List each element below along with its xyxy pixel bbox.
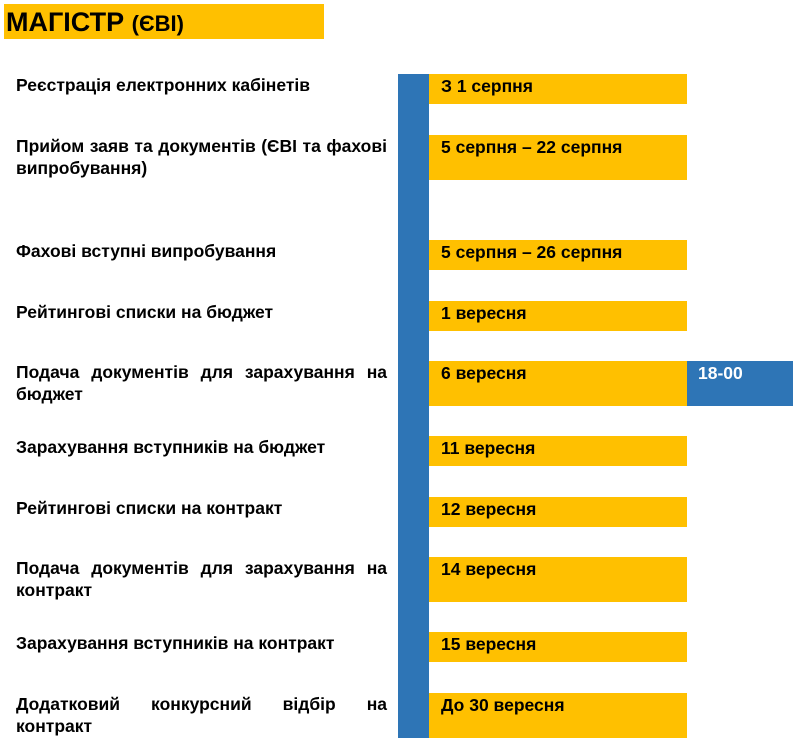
schedule-item-date: 11 вересня bbox=[441, 438, 536, 458]
schedule-item-date-box: 5 серпня – 26 серпня bbox=[429, 240, 687, 270]
schedule-item-date-box: 11 вересня bbox=[429, 436, 687, 466]
schedule-item-label: Зарахування вступників на бюджет bbox=[16, 437, 326, 457]
schedule-item-label: Додатковий конкурсний відбір на контракт bbox=[16, 694, 387, 736]
schedule-item-label: Фахові вступні випробування bbox=[16, 241, 277, 261]
schedule-item-label: Реєстрація електронних кабінетів bbox=[16, 75, 311, 95]
schedule-item-date-box: 1 вересня bbox=[429, 301, 687, 331]
page-title-banner: МАГІСТР (ЄВІ) bbox=[4, 4, 324, 39]
page-title-main: МАГІСТР bbox=[6, 7, 125, 37]
schedule-item-date: 12 вересня bbox=[441, 499, 537, 519]
schedule-item-date-box: 15 вересня bbox=[429, 632, 687, 662]
schedule-item-date-box: 14 вересня bbox=[429, 557, 687, 602]
timeline-bar bbox=[398, 74, 429, 738]
schedule-item-date: 1 вересня bbox=[441, 303, 527, 323]
schedule-item-date: 14 вересня bbox=[441, 559, 537, 579]
schedule-item-date: 5 серпня – 26 серпня bbox=[441, 242, 623, 262]
schedule-item-date-box: 5 серпня – 22 серпня bbox=[429, 135, 687, 180]
schedule-item-date-box: До 30 вересня bbox=[429, 693, 687, 738]
schedule-item-label: Подача документів для зарахування на кон… bbox=[16, 558, 387, 600]
deadline-time-box: 18-00 bbox=[687, 361, 793, 406]
schedule-item-label: Зарахування вступників на контракт bbox=[16, 633, 335, 653]
schedule-item-date: З 1 серпня bbox=[441, 76, 533, 96]
schedule-item-label: Рейтингові списки на бюджет bbox=[16, 302, 274, 322]
schedule-item-date: 6 вересня bbox=[441, 363, 527, 383]
schedule-item-label: Подача документів для зарахування на бюд… bbox=[16, 362, 387, 404]
schedule-item-label: Рейтингові списки на контракт bbox=[16, 498, 283, 518]
schedule-item-label: Прийом заяв та документів (ЄВІ та фахові… bbox=[16, 136, 387, 178]
schedule-item-date-box: 12 вересня bbox=[429, 497, 687, 527]
page-title-sub: (ЄВІ) bbox=[131, 11, 184, 36]
schedule-item-date: 15 вересня bbox=[441, 634, 537, 654]
schedule-item-date-box: З 1 серпня bbox=[429, 74, 687, 104]
schedule-item-date: 5 серпня – 22 серпня bbox=[441, 137, 623, 157]
schedule-item-date-box: 6 вересня bbox=[429, 361, 687, 406]
deadline-time: 18-00 bbox=[698, 363, 743, 383]
schedule-item-date: До 30 вересня bbox=[441, 695, 565, 715]
page-title: МАГІСТР (ЄВІ) bbox=[6, 7, 184, 39]
